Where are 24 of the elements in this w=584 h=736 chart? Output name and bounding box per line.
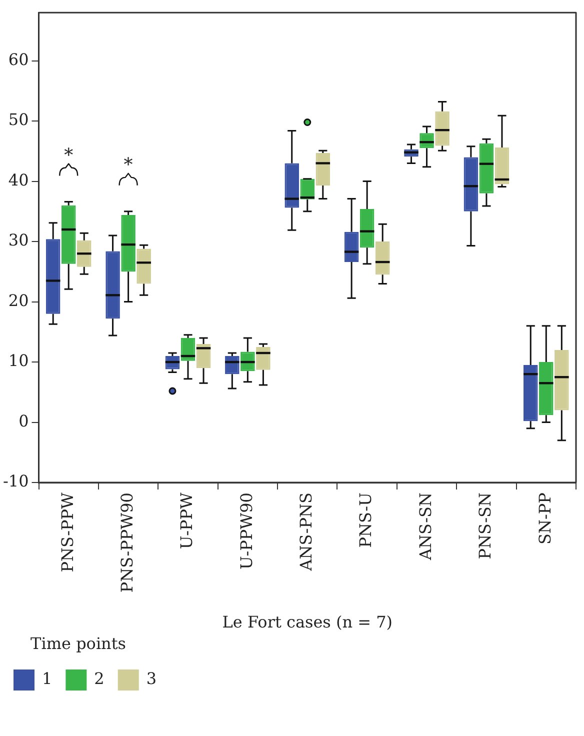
y-tick-label: 60: [8, 50, 29, 69]
x-tick-label: SN-PP: [535, 492, 554, 544]
y-tick-label: 10: [8, 351, 29, 370]
legend-title: Time points: [30, 634, 126, 653]
x-tick-label: PNS-PPW90: [117, 492, 136, 593]
x-tick-label: U-PPW: [177, 492, 196, 550]
legend-label: 2: [94, 669, 104, 688]
x-tick-label: ANS-SN: [416, 492, 435, 562]
legend-label: 3: [146, 669, 157, 688]
x-tick-label: PNS-PPW: [58, 492, 77, 572]
x-tick-label: U-PPW90: [236, 492, 256, 570]
legend-label: 1: [42, 669, 52, 688]
y-tick-label: -10: [3, 472, 29, 491]
y-tick-label: 40: [8, 170, 29, 190]
annotation: *: [64, 144, 74, 166]
annotation: *: [124, 154, 133, 176]
y-tick-label: 0: [18, 411, 29, 430]
y-tick-label: 20: [8, 290, 29, 310]
x-tick-label: PNS-U: [356, 492, 376, 548]
y-tick-label: 30: [8, 230, 29, 250]
y-tick-label: 50: [8, 110, 29, 130]
x-tick-label: PNS-SN: [476, 492, 495, 560]
x-axis-title: Le Fort cases (n = 7): [222, 612, 392, 632]
x-tick-label: ANS-PNS: [296, 492, 316, 572]
